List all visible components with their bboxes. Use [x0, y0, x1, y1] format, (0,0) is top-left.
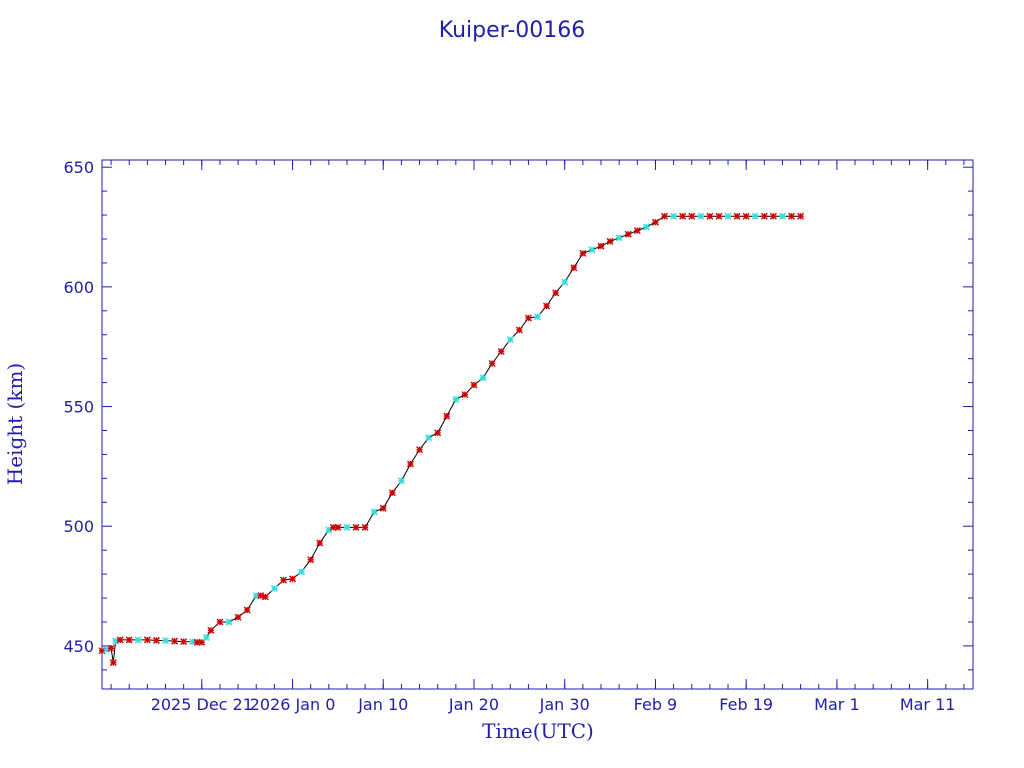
- data-point: [109, 659, 117, 667]
- data-point: [733, 212, 741, 220]
- height-series-markers: [98, 212, 805, 667]
- data-point: [316, 539, 324, 547]
- data-point: [543, 302, 551, 310]
- data-point: [706, 212, 714, 220]
- data-point: [343, 523, 351, 531]
- y-tick-label: 650: [63, 158, 94, 177]
- data-point: [661, 212, 669, 220]
- data-point: [279, 576, 287, 584]
- x-tick-label: Mar 1: [814, 695, 859, 714]
- x-tick-label: Jan 30: [539, 695, 590, 714]
- y-axis: 450 500 550 600 650: [63, 158, 973, 671]
- data-point: [788, 212, 796, 220]
- data-point: [651, 218, 659, 226]
- data-point: [225, 618, 233, 626]
- data-point: [679, 212, 687, 220]
- data-point: [207, 626, 215, 634]
- x-tick-label: Jan 10: [357, 695, 408, 714]
- y-tick-label: 550: [63, 398, 94, 417]
- data-point: [642, 223, 650, 231]
- data-point: [216, 618, 224, 626]
- data-point: [116, 636, 124, 644]
- data-point: [479, 374, 487, 382]
- data-point: [397, 477, 405, 485]
- data-point: [112, 637, 120, 645]
- data-point: [534, 313, 541, 321]
- data-point: [488, 359, 496, 367]
- data-point: [406, 460, 414, 468]
- data-point: [180, 638, 188, 646]
- y-tick-label: 500: [63, 517, 94, 536]
- data-point: [597, 242, 605, 250]
- x-tick-label: Mar 11: [900, 695, 956, 714]
- data-point: [606, 237, 614, 245]
- x-tick-label: Feb 19: [719, 695, 773, 714]
- data-point: [470, 381, 478, 389]
- data-point: [760, 212, 768, 220]
- data-point: [162, 637, 170, 645]
- data-point: [261, 593, 269, 601]
- data-point: [202, 634, 210, 642]
- data-point: [579, 249, 587, 257]
- data-point: [452, 395, 460, 403]
- data-point: [361, 523, 369, 531]
- data-point: [171, 637, 179, 645]
- data-point: [307, 556, 315, 564]
- data-point: [561, 278, 569, 286]
- y-axis-label: Height (km): [3, 363, 27, 485]
- data-point: [243, 606, 251, 614]
- data-point: [270, 584, 278, 592]
- data-point: [715, 212, 723, 220]
- data-point: [443, 412, 451, 420]
- x-tick-label: Jan 20: [448, 695, 499, 714]
- x-tick-label: 2025 Dec 21: [151, 695, 253, 714]
- y-tick-label: 450: [63, 637, 94, 656]
- data-point: [797, 212, 805, 220]
- data-point: [724, 212, 732, 220]
- data-point: [769, 212, 777, 220]
- x-tick-label: 2026 Jan 0: [250, 695, 336, 714]
- data-point: [524, 314, 532, 322]
- plot-frame: [101, 159, 974, 690]
- data-point: [552, 289, 560, 297]
- data-point: [633, 227, 641, 235]
- data-point: [515, 326, 523, 334]
- data-point: [670, 212, 678, 220]
- data-point: [697, 212, 705, 220]
- data-point: [688, 212, 696, 220]
- data-point: [143, 636, 151, 644]
- data-point: [570, 264, 578, 272]
- data-point: [107, 644, 115, 652]
- height-series-line: [101, 215, 801, 663]
- data-point: [497, 347, 505, 355]
- y-tick-label: 600: [63, 278, 94, 297]
- data-point: [461, 391, 469, 399]
- data-point: [425, 434, 433, 442]
- data-point: [125, 636, 133, 644]
- data-point: [370, 508, 378, 516]
- data-point: [152, 636, 160, 644]
- data-point: [742, 212, 750, 220]
- data-point: [416, 446, 424, 454]
- x-axis-label: Time(UTC): [482, 719, 594, 743]
- chart-title: Kuiper-00166: [439, 18, 585, 43]
- data-point: [134, 636, 142, 644]
- data-point: [751, 212, 759, 220]
- data-point: [388, 489, 396, 497]
- data-point: [588, 246, 596, 254]
- data-point: [234, 613, 242, 621]
- data-point: [778, 212, 786, 220]
- data-point: [434, 429, 442, 437]
- data-point: [334, 523, 342, 531]
- data-point: [352, 523, 360, 531]
- data-point: [379, 504, 387, 512]
- data-point: [289, 575, 297, 583]
- x-tick-label: Feb 9: [634, 695, 678, 714]
- data-point: [506, 336, 514, 344]
- data-point: [624, 230, 632, 238]
- data-point: [298, 568, 306, 576]
- data-point: [615, 234, 623, 242]
